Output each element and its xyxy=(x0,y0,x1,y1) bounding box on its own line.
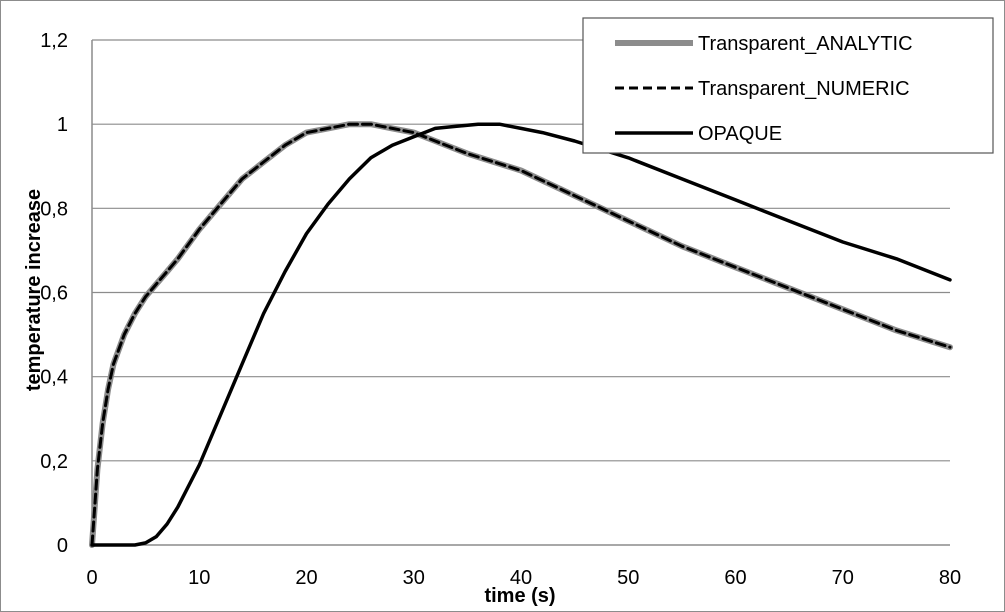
x-tick-labels: 0 10 20 30 40 50 60 70 80 xyxy=(86,567,961,589)
series-line-transparent-analytic xyxy=(89,121,953,548)
x-tick-label: 80 xyxy=(939,567,961,589)
legend-label: Transparent_NUMERIC xyxy=(698,78,910,100)
x-tick-label: 30 xyxy=(403,567,425,589)
y-tick-label: 0,8 xyxy=(40,198,68,220)
legend-label: OPAQUE xyxy=(698,123,782,145)
x-tick-label: 40 xyxy=(510,567,532,589)
legend-box xyxy=(582,17,994,154)
x-tick-label: 0 xyxy=(86,567,97,589)
y-tick-label: 0,4 xyxy=(40,367,68,389)
y-tick-labels: 0 0,2 0,4 0,6 0,8 1 1,2 xyxy=(40,30,68,557)
y-tick-label: 0 xyxy=(57,535,68,557)
legend: Transparent_ANALYTIC Transparent_NUMERIC O… xyxy=(582,17,994,154)
y-axis-title: temperature increase xyxy=(23,189,45,391)
legend-label: Transparent_ANALYTIC xyxy=(698,33,913,55)
x-tick-label: 10 xyxy=(188,567,210,589)
series-line-transparent-numeric xyxy=(90,122,952,547)
y-tick-label: 1,2 xyxy=(40,30,68,52)
series-line-opaque xyxy=(90,122,952,547)
x-tick-label: 70 xyxy=(832,567,854,589)
x-tick-label: 50 xyxy=(617,567,639,589)
x-tick-label: 20 xyxy=(295,567,317,589)
x-axis-title: time (s) xyxy=(484,585,555,607)
axes xyxy=(91,40,950,546)
y-tick-label: 1 xyxy=(57,114,68,136)
series-lines xyxy=(89,121,953,548)
x-tick-label: 60 xyxy=(724,567,746,589)
y-tick-label: 0,6 xyxy=(40,283,68,305)
y-tick-label: 0,2 xyxy=(40,451,68,473)
